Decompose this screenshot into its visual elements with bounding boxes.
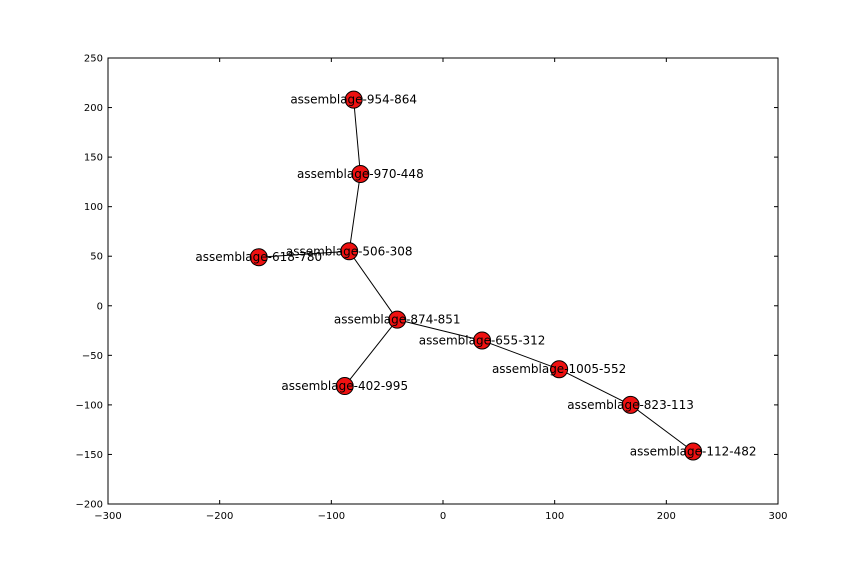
x-tick-label: 300 xyxy=(768,511,787,522)
nodes-layer xyxy=(249,90,703,461)
edge-assemblage-506-308-to-assemblage-618-780 xyxy=(258,250,350,258)
node-assemblage-618-780 xyxy=(249,248,268,267)
x-axis: −300 −200 −100 0 100 200 300 xyxy=(94,58,788,522)
node-labels-layer: assemblage-954-864 assemblage-970-448 asse… xyxy=(195,93,756,459)
y-axis: −200 −150 −100 −50 0 50 100 150 200 250 xyxy=(76,54,778,511)
edge-assemblage-655-312-to-assemblage-1005-552 xyxy=(481,339,560,370)
node-assemblage-823-113 xyxy=(621,395,640,414)
y-tick-label: 100 xyxy=(84,202,103,213)
node-assemblage-874-851 xyxy=(388,310,407,329)
node-assemblage-402-995 xyxy=(335,377,354,396)
edge-assemblage-874-851-to-assemblage-655-312 xyxy=(397,319,483,341)
node-label: assemblage-970-448 xyxy=(297,167,424,181)
node-label: assemblage-874-851 xyxy=(334,313,461,327)
y-tick-label: 200 xyxy=(84,103,103,114)
edges-layer xyxy=(258,99,694,452)
node-label: assemblage-112-482 xyxy=(630,444,757,458)
x-tick-label: 100 xyxy=(545,511,564,522)
node-assemblage-954-864 xyxy=(344,90,363,109)
y-tick-label: 150 xyxy=(84,153,103,164)
y-tick-label: −100 xyxy=(76,400,103,411)
y-tick-label: −50 xyxy=(82,351,103,362)
node-assemblage-655-312 xyxy=(473,331,492,350)
node-label: assemblage-618-780 xyxy=(195,250,322,264)
edge-assemblage-1005-552-to-assemblage-823-113 xyxy=(558,368,631,406)
node-label: assemblage-823-113 xyxy=(567,398,694,412)
x-tick-label: 200 xyxy=(657,511,676,522)
node-label: assemblage-954-864 xyxy=(290,93,417,107)
edge-assemblage-823-113-to-assemblage-112-482 xyxy=(630,404,694,452)
node-assemblage-506-308 xyxy=(340,242,359,261)
y-tick-label: 0 xyxy=(97,301,103,312)
edge-assemblage-506-308-to-assemblage-874-851 xyxy=(348,250,398,320)
node-assemblage-112-482 xyxy=(684,442,703,461)
edge-assemblage-954-864-to-assemblage-970-448 xyxy=(353,99,361,175)
x-tick-label: −300 xyxy=(94,511,121,522)
node-label: assemblage-1005-552 xyxy=(492,362,626,376)
node-label: assemblage-655-312 xyxy=(419,333,546,347)
x-tick-label: 0 xyxy=(440,511,446,522)
edge-assemblage-970-448-to-assemblage-506-308 xyxy=(348,173,361,252)
y-tick-label: 50 xyxy=(90,252,103,263)
node-assemblage-1005-552 xyxy=(550,360,569,379)
x-tick-label: −200 xyxy=(206,511,233,522)
node-label: assemblage-402-995 xyxy=(281,379,408,393)
node-assemblage-970-448 xyxy=(351,164,370,183)
x-tick-label: −100 xyxy=(318,511,345,522)
y-tick-label: −200 xyxy=(76,500,103,511)
y-tick-label: −150 xyxy=(76,450,103,461)
node-label: assemblage-506-308 xyxy=(286,244,413,258)
y-tick-label: 250 xyxy=(84,54,103,65)
edge-assemblage-874-851-to-assemblage-402-995 xyxy=(344,319,398,387)
